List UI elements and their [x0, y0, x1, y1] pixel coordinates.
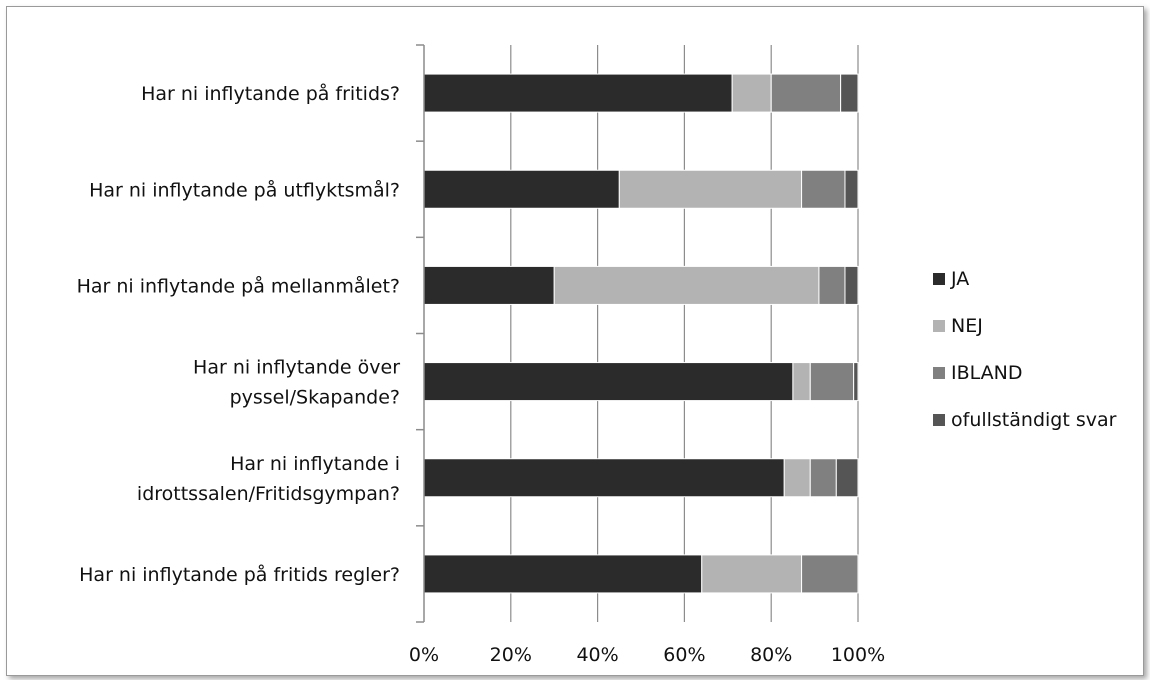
bar-segment-nej: [553, 265, 820, 305]
bar-segment-ofullständigt-svar: [844, 169, 859, 209]
legend-swatch: [933, 414, 945, 426]
category-label: Har ni inflytande över pyssel/Skapande?: [193, 357, 400, 409]
bar-segment-ofullständigt-svar: [835, 458, 859, 498]
bar-segment-ibland: [770, 73, 842, 113]
legend: JA NEJ IBLAND ofullständigt svar: [933, 268, 1117, 431]
x-tick-label: 0%: [409, 644, 439, 666]
bar-segment-nej: [792, 362, 811, 402]
bar-segment-ibland: [809, 458, 837, 498]
category-label: Har ni inflytande i idrottssalen/Fritidsg…: [137, 453, 400, 505]
bar-segment-ja: [423, 265, 555, 305]
x-tick-label: 20%: [490, 644, 532, 666]
bar-segment-ja: [423, 362, 794, 402]
x-tick-labels: 0% 20% 40% 60% 80% 100%: [409, 644, 885, 666]
bar-segment-ja: [423, 458, 785, 498]
category-label: Har ni inflytande på fritids?: [141, 82, 400, 105]
category-label: Har ni inflytande på mellanmålet?: [77, 274, 400, 297]
legend-label: JA: [950, 268, 969, 290]
x-tick-label: 80%: [750, 644, 792, 666]
bar-segment-ofullständigt-svar: [844, 265, 859, 305]
legend-label: ofullständigt svar: [951, 409, 1117, 431]
x-tick-label: 100%: [831, 644, 885, 666]
legend-swatch: [933, 320, 945, 332]
category-axis: [416, 44, 425, 623]
bar-segment-ibland: [801, 169, 846, 209]
bar-segment-ofullständigt-svar: [840, 73, 859, 113]
x-tick-label: 40%: [576, 644, 618, 666]
x-tick-label: 60%: [663, 644, 705, 666]
legend-swatch: [933, 273, 945, 285]
category-labels: Har ni inflytande på fritids? Har ni infl…: [77, 82, 401, 586]
bar-segment-nej: [701, 554, 803, 594]
bar-segment-ja: [423, 73, 733, 113]
gridlines: [510, 45, 859, 622]
bar-segment-ibland: [818, 265, 846, 305]
category-label: Har ni inflytande på utflyktsmål?: [89, 178, 400, 201]
bar-segment-nej: [731, 73, 772, 113]
bar-segment-ja: [423, 554, 703, 594]
legend-label: IBLAND: [951, 362, 1023, 384]
bar-segment-nej: [618, 169, 803, 209]
bar-segment-ibland: [809, 362, 855, 402]
bars: [423, 73, 859, 594]
legend-label: NEJ: [951, 315, 983, 337]
bar-segment-ofullständigt-svar: [853, 362, 859, 402]
bar-segment-ja: [423, 169, 620, 209]
category-label: Har ni inflytande på fritids regler?: [79, 563, 400, 586]
bar-segment-nej: [783, 458, 811, 498]
legend-swatch: [933, 367, 945, 379]
bar-segment-ibland: [801, 554, 859, 594]
